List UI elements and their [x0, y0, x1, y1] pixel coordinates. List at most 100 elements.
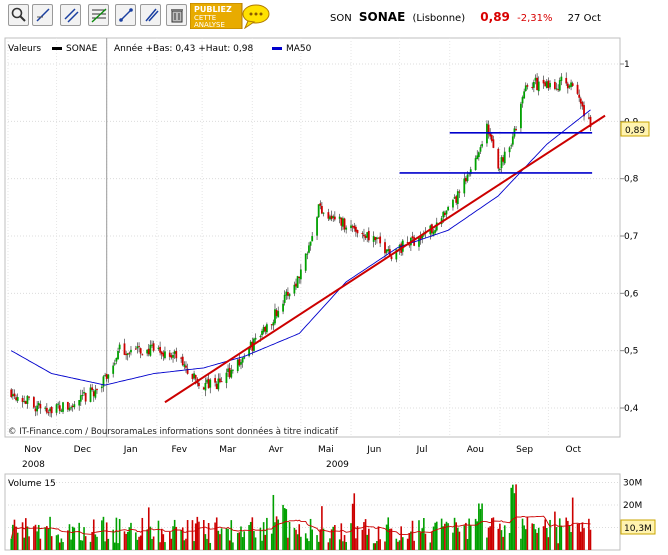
candle-body: [374, 237, 377, 241]
candle-body: [419, 236, 422, 240]
candle-body: [442, 211, 445, 218]
candle-body: [16, 397, 19, 401]
candle-body: [164, 351, 166, 359]
volume-bar: [105, 522, 108, 550]
volume-bar: [26, 526, 29, 550]
volume-bar: [117, 543, 119, 550]
volume-bar: [207, 523, 210, 550]
candle-body: [49, 408, 51, 412]
candle-body: [466, 174, 469, 181]
legend-label: Valeurs: [8, 44, 41, 54]
volume-bar: [384, 541, 386, 550]
volume-bar: [254, 537, 257, 550]
volume-bar: [28, 536, 30, 550]
candle-body: [113, 363, 116, 365]
price-change: -2,31%: [517, 13, 553, 24]
volume-bar: [468, 518, 470, 550]
candle-body: [94, 389, 97, 398]
volume-bar: [238, 532, 241, 550]
volume-bar: [513, 493, 516, 550]
candle-body: [497, 148, 500, 169]
candle-body: [115, 357, 118, 362]
candle-body: [146, 349, 149, 354]
candle-body: [351, 226, 354, 228]
price-tick-label: 0,4: [624, 404, 639, 414]
volume-bar: [164, 542, 166, 550]
volume-bar: [547, 537, 550, 550]
candle-body: [55, 404, 58, 413]
volume-bar: [220, 528, 223, 550]
candle-body: [44, 407, 47, 409]
volume-bar: [39, 538, 42, 550]
candle-body: [181, 356, 184, 366]
legend-ma-swatch: [272, 47, 282, 50]
draw-line-button[interactable]: [32, 4, 53, 26]
candle-body: [209, 379, 212, 388]
volume-bar: [193, 541, 195, 550]
volume-bar: [508, 532, 511, 550]
candle-body: [39, 404, 42, 409]
volume-bar: [581, 522, 584, 550]
trend-up-button[interactable]: [115, 4, 136, 26]
zoom-button[interactable]: [8, 4, 29, 26]
candle-body: [141, 354, 144, 356]
volume-bar: [583, 528, 585, 550]
volume-bar: [565, 517, 568, 550]
toolbar: PUBLIEZ CETTE ANALYSE SON SONAE (Lisbonn…: [0, 0, 668, 34]
volume-bar: [523, 525, 525, 550]
candle-body: [23, 401, 26, 403]
volume-bar: [557, 543, 559, 550]
volume-bar: [453, 517, 456, 550]
overlays: [10, 109, 606, 404]
fibonacci-button[interactable]: [88, 4, 109, 26]
volume-bar: [308, 541, 310, 550]
candle-body: [186, 368, 189, 374]
volume-bar: [429, 542, 432, 550]
volume-bar: [47, 528, 50, 550]
volume-bar: [410, 531, 412, 550]
candle-body: [330, 215, 333, 220]
volume-bar: [589, 529, 592, 550]
candle-body: [356, 229, 359, 234]
volume-bar: [499, 523, 501, 550]
volume-bar: [81, 540, 84, 550]
volume-bar: [149, 526, 152, 550]
candle-body: [136, 346, 139, 349]
volume-bar: [70, 539, 72, 550]
volume-bar: [408, 533, 411, 550]
volume-bar: [395, 538, 398, 550]
parallel-lines-button[interactable]: [60, 4, 81, 26]
volume-bar: [55, 535, 58, 550]
speech-bubble-icon: [242, 4, 270, 30]
parallel-lines-icon: [64, 8, 79, 23]
volume-bar: [376, 541, 378, 550]
volume-bar: [351, 503, 354, 550]
zoom-icon: [11, 7, 26, 22]
trash-button[interactable]: [166, 4, 187, 26]
publish-analysis-button[interactable]: PUBLIEZ CETTE ANALYSE: [189, 2, 270, 30]
candle-body: [515, 129, 517, 131]
candle-body: [10, 389, 13, 397]
candle-body: [34, 408, 37, 412]
volume-bar: [389, 528, 391, 550]
candle-body: [479, 147, 482, 152]
volume-bar: [492, 517, 495, 550]
candle-body: [96, 389, 98, 391]
candle-body: [293, 284, 296, 294]
volume-bar: [466, 538, 469, 550]
quote-header: SON SONAE (Lisbonne) 0,89 -2,31% 27 Oct: [330, 10, 605, 24]
volume-bar: [241, 537, 244, 550]
candle-body: [322, 212, 325, 214]
candle-body: [557, 89, 560, 91]
candle-body: [338, 216, 341, 219]
volume-bar: [89, 541, 92, 550]
candle-body: [367, 230, 370, 241]
candle-body: [202, 387, 205, 390]
volume-bar: [71, 526, 74, 550]
volume-bar: [33, 526, 35, 550]
price-chart[interactable]: 0,40,50,60,70,80,9110M20M30M NovDecJanFe…: [0, 34, 668, 555]
volume-bar: [406, 538, 409, 550]
candle-body: [520, 103, 522, 129]
trend-down-button[interactable]: [140, 4, 161, 26]
candle-body: [434, 230, 437, 233]
